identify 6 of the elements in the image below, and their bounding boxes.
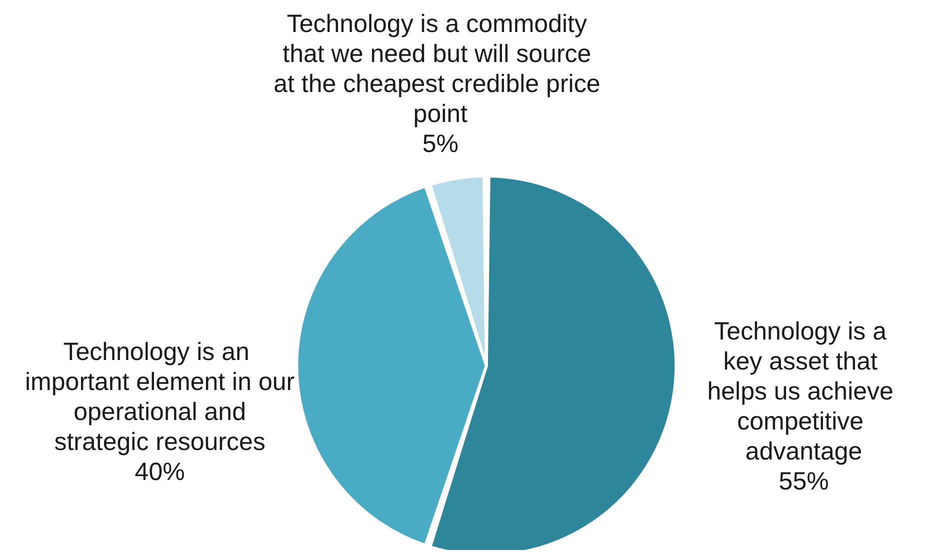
data-label: 5%: [422, 130, 458, 158]
data-label: 40%: [134, 458, 185, 486]
slice-label: Technology is a key asset that helps us achieve competitive advantage: [707, 317, 900, 466]
slice-label: Technology is an important element in our operational and strategic resources: [25, 338, 295, 456]
slice-label: Technology is a commodity that we need but will source at the cheapest credible price point: [274, 10, 608, 128]
data-label: 55%: [778, 467, 829, 496]
